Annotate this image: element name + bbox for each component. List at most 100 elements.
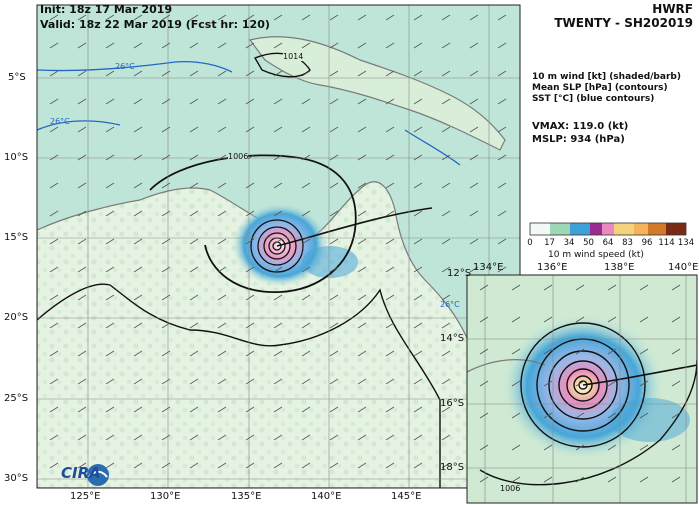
wind-barb bbox=[49, 126, 59, 133]
wind-barb bbox=[273, 42, 283, 49]
wind-barb bbox=[245, 434, 255, 441]
wind-barb bbox=[301, 210, 311, 217]
inset-grid bbox=[467, 275, 697, 503]
wind-barb bbox=[189, 182, 199, 189]
legend-slp: Mean SLP [hPa] (contours) bbox=[532, 83, 668, 93]
wind-barb bbox=[77, 98, 87, 105]
colorbar-tick: 0 bbox=[527, 238, 533, 248]
wind-barb bbox=[217, 378, 227, 385]
cira-logo-text: CIRA bbox=[61, 464, 101, 482]
wind-barb bbox=[301, 406, 311, 413]
wind-barb bbox=[357, 406, 367, 413]
sst-contour-a bbox=[37, 60, 233, 73]
wind-barb bbox=[133, 238, 143, 245]
wind-barb bbox=[301, 42, 311, 49]
new-guinea-landmass bbox=[248, 36, 506, 151]
lat-label-10s: 10°S bbox=[4, 152, 29, 163]
wind-barb bbox=[133, 70, 143, 77]
wind-barb bbox=[441, 406, 451, 413]
wind-barb bbox=[329, 434, 339, 441]
wind-barb bbox=[161, 42, 171, 49]
wind-barb bbox=[607, 444, 617, 451]
lon-label-140e: 140°E bbox=[311, 491, 342, 502]
wind-barb bbox=[161, 154, 171, 161]
inset-wind-barbs bbox=[479, 284, 681, 483]
wind-barb bbox=[511, 284, 521, 291]
wind-barb bbox=[49, 462, 59, 469]
inset-storm-track bbox=[582, 364, 697, 386]
wind-barb bbox=[441, 154, 451, 161]
colorbar-tick: 114 bbox=[658, 238, 675, 248]
wind-barb bbox=[217, 462, 227, 469]
wind-barb bbox=[217, 42, 227, 49]
wind-barb bbox=[49, 182, 59, 189]
wind-barb bbox=[105, 266, 115, 273]
wind-barb bbox=[301, 238, 311, 245]
wind-barb bbox=[245, 42, 255, 49]
wind-barb bbox=[161, 14, 171, 21]
wind-barb bbox=[189, 210, 199, 217]
wind-barb bbox=[189, 98, 199, 105]
wind-barb bbox=[413, 42, 423, 49]
mslp-readout: MSLP: 934 (hPa) bbox=[532, 134, 625, 145]
wind-barb bbox=[273, 126, 283, 133]
wind-barb bbox=[161, 238, 171, 245]
wind-barb bbox=[245, 350, 255, 357]
wind-barb bbox=[217, 406, 227, 413]
model-name: HWRF bbox=[652, 2, 693, 16]
wind-barb bbox=[441, 126, 451, 133]
wind-barb bbox=[49, 266, 59, 273]
wind-barb bbox=[639, 476, 649, 483]
inset-lat-16s: 16°S bbox=[440, 398, 465, 409]
wind-barb bbox=[441, 434, 451, 441]
wind-barb bbox=[413, 294, 423, 301]
wind-barb bbox=[49, 98, 59, 105]
wind-barb bbox=[385, 42, 395, 49]
lat-label-20s: 20°S bbox=[4, 312, 29, 323]
wind-barb bbox=[413, 154, 423, 161]
wind-barb bbox=[479, 476, 489, 483]
wind-barb bbox=[469, 154, 479, 161]
wind-barb bbox=[357, 70, 367, 77]
wind-barb bbox=[357, 266, 367, 273]
wind-barb bbox=[161, 126, 171, 133]
wind-barb bbox=[49, 154, 59, 161]
wind-barb bbox=[189, 406, 199, 413]
wind-barb bbox=[385, 322, 395, 329]
sst-label-a: 26°C bbox=[115, 62, 135, 71]
wind-barb bbox=[357, 350, 367, 357]
wind-barb bbox=[217, 266, 227, 273]
main-map bbox=[37, 5, 520, 488]
wind-barb bbox=[413, 14, 423, 21]
wind-barb bbox=[105, 294, 115, 301]
wind-barb bbox=[469, 210, 479, 217]
wind-barb bbox=[357, 126, 367, 133]
wind-barb bbox=[133, 406, 143, 413]
lon-label-135e: 135°E bbox=[231, 491, 262, 502]
wind-barb bbox=[671, 284, 681, 291]
wind-barb bbox=[413, 378, 423, 385]
wind-barb bbox=[133, 434, 143, 441]
wind-barb bbox=[497, 98, 507, 105]
wind-barb bbox=[385, 14, 395, 21]
run-info: Init: 18z 17 Mar 2019 Valid: 18z 22 Mar … bbox=[40, 2, 270, 32]
wind-barb bbox=[543, 476, 553, 483]
lon-label-125e: 125°E bbox=[70, 491, 101, 502]
wind-barb bbox=[441, 14, 451, 21]
wind-barb bbox=[329, 238, 339, 245]
wind-barb bbox=[189, 238, 199, 245]
wind-barb bbox=[301, 294, 311, 301]
wind-barb bbox=[133, 378, 143, 385]
wind-barb bbox=[77, 322, 87, 329]
wind-barb bbox=[575, 412, 585, 419]
wind-barb bbox=[329, 42, 339, 49]
wind-barb bbox=[497, 266, 507, 273]
inset-slp-label-1006: 1006 bbox=[500, 484, 521, 493]
wind-barb bbox=[575, 444, 585, 451]
wind-barb bbox=[189, 322, 199, 329]
wind-barb bbox=[161, 322, 171, 329]
colorbar-tick: 64 bbox=[602, 238, 614, 248]
wind-barb bbox=[245, 98, 255, 105]
wind-barb bbox=[77, 434, 87, 441]
lat-label-15s: 15°S bbox=[4, 232, 29, 243]
